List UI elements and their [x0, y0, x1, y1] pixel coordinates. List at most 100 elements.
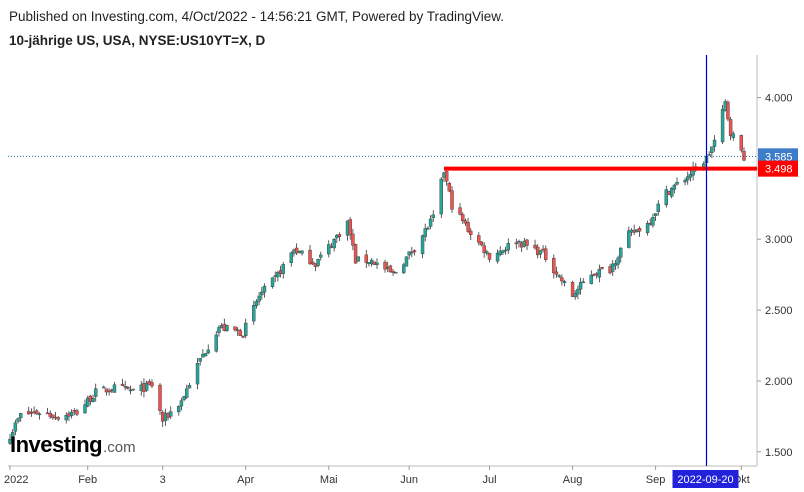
candle-body-down [728, 119, 733, 136]
candle-body-up [270, 277, 275, 287]
price-tick-label: 2.000 [765, 376, 793, 388]
candle-body-down [458, 207, 462, 215]
candle [238, 328, 243, 336]
candle-body-down [308, 249, 312, 265]
candle-body-up [407, 251, 411, 256]
candle [217, 325, 221, 337]
candle [672, 183, 677, 194]
candle [353, 243, 358, 264]
candle [311, 257, 315, 266]
candle [611, 259, 615, 276]
candle-body-up [289, 252, 293, 263]
candle-body-up [428, 218, 433, 227]
candle-body-down [739, 135, 744, 151]
candle [225, 324, 229, 332]
logo-word: Investing [10, 432, 103, 457]
candle-body-down [482, 245, 486, 253]
candle-body-up [423, 228, 427, 237]
candle [289, 251, 293, 267]
candle-body-up [37, 413, 42, 416]
candle-body-down [469, 230, 473, 235]
candle [233, 326, 237, 332]
time-tick-label: Apr [237, 474, 254, 486]
candles-group [8, 99, 746, 445]
candle [260, 286, 264, 300]
candle-body-up [244, 322, 248, 336]
candle [182, 395, 186, 402]
candle-body-down [600, 267, 604, 269]
candle [675, 177, 679, 186]
candle [653, 213, 658, 221]
candle-body-up [720, 109, 725, 143]
candle-body-up [731, 133, 735, 138]
candle [337, 232, 342, 242]
candle-body-up [128, 389, 133, 392]
candle-body-up [707, 154, 711, 156]
candle [69, 409, 74, 419]
candle-body-up [611, 263, 615, 272]
candle-body-up [217, 327, 221, 333]
candle-body-down [107, 390, 111, 393]
candle [742, 147, 746, 162]
candle [29, 408, 34, 417]
candle [158, 383, 162, 415]
candle-body-down [337, 234, 342, 237]
last-price-tag-label: 3.585 [765, 151, 793, 163]
candle [388, 264, 393, 273]
candle [466, 217, 470, 234]
candle-body-down [241, 335, 245, 338]
candle-body-up [94, 388, 98, 397]
candle [557, 274, 561, 279]
candle-body-up [327, 244, 331, 255]
candle [726, 100, 730, 122]
candle [450, 186, 454, 213]
candle [319, 251, 323, 261]
candle-body-down [126, 387, 130, 389]
candle [364, 249, 368, 268]
candle [45, 407, 50, 415]
candle [423, 223, 427, 242]
candle-body-down [552, 257, 556, 274]
candle [544, 245, 548, 263]
candle [308, 244, 312, 265]
candle [19, 412, 23, 422]
candle-body-up [557, 275, 561, 277]
candle-body-down [150, 382, 154, 387]
candle-body-up [319, 254, 323, 258]
candle [495, 249, 500, 264]
candle-body-down [56, 417, 60, 420]
logo-suffix: .com [103, 439, 136, 456]
candle [712, 135, 717, 152]
candle-body-up [576, 288, 580, 295]
candle-body-down [412, 250, 417, 253]
candle-body-up [538, 250, 543, 255]
candle-body-down [533, 244, 537, 249]
candle-body-up [16, 418, 20, 422]
candle [35, 408, 39, 415]
candle-body-down [364, 254, 368, 263]
candle [102, 385, 106, 389]
candle-body-up [672, 184, 677, 190]
candle [683, 177, 687, 186]
candle [616, 255, 620, 269]
candle-body-up [203, 353, 208, 357]
time-tick-label: Jul [482, 474, 496, 486]
candle-body-down [158, 384, 162, 411]
time-tick-label: 3 [160, 474, 166, 486]
candle-body-up [214, 334, 218, 352]
candle-body-up [664, 189, 669, 206]
candle-body-up [112, 384, 117, 393]
candle-body-up [651, 216, 655, 226]
candle-body-down [477, 235, 481, 243]
candle [739, 134, 744, 153]
candle-body-up [683, 179, 687, 183]
candle-body-up [254, 301, 259, 307]
candle [187, 383, 192, 389]
candle [578, 277, 583, 295]
candle-body-up [426, 227, 430, 230]
candle-body-down [348, 219, 352, 236]
candle-body-up [675, 182, 679, 185]
candle-body-down [29, 412, 34, 414]
candle [206, 344, 210, 355]
